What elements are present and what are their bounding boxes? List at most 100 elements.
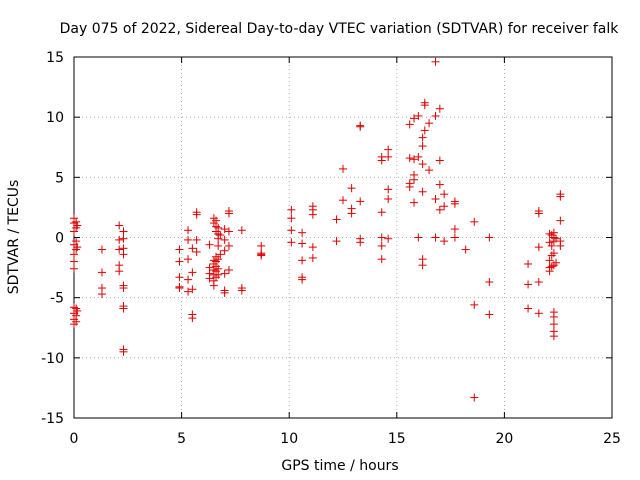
data-point	[209, 281, 218, 290]
data-point	[524, 280, 533, 289]
data-point	[485, 233, 494, 242]
data-point	[384, 194, 393, 203]
data-point	[73, 306, 82, 315]
data-point	[524, 304, 533, 313]
data-point	[534, 209, 543, 218]
data-point	[440, 190, 449, 199]
data-point	[119, 227, 128, 236]
data-point	[220, 269, 229, 278]
data-point	[545, 267, 554, 276]
data-point	[214, 234, 223, 243]
data-point	[470, 300, 479, 309]
data-point	[287, 205, 296, 214]
data-point	[70, 227, 78, 236]
data-point	[356, 122, 365, 131]
data-points	[70, 57, 565, 402]
data-point	[450, 233, 459, 242]
data-point	[119, 250, 128, 259]
data-point	[410, 175, 419, 184]
data-point	[214, 270, 223, 279]
data-point	[545, 238, 554, 247]
data-point	[377, 233, 386, 242]
data-point	[440, 202, 449, 211]
data-point	[435, 205, 444, 214]
data-point	[192, 247, 201, 256]
data-point	[405, 120, 414, 129]
y-tick-label: 10	[46, 110, 64, 126]
data-point	[70, 250, 78, 259]
data-point	[308, 253, 317, 262]
data-point	[425, 166, 434, 175]
x-tick-label: 20	[495, 431, 513, 447]
data-point	[192, 235, 201, 244]
x-tick-label: 0	[70, 431, 79, 447]
data-point	[414, 152, 423, 161]
data-point	[556, 241, 565, 250]
y-tick-label: -5	[50, 291, 64, 307]
data-point	[214, 255, 223, 264]
data-point	[220, 225, 229, 234]
data-point	[547, 241, 556, 250]
data-point	[556, 216, 565, 225]
data-point	[298, 239, 307, 248]
axis-ticks: 0 5 10 15 20 25 -15 -10 -5 0 5 10 15	[41, 50, 621, 447]
data-point	[97, 245, 106, 254]
data-point	[450, 225, 459, 234]
data-point	[347, 184, 356, 193]
data-point	[257, 241, 266, 250]
data-point	[237, 286, 246, 295]
data-point	[377, 156, 386, 165]
data-point	[70, 257, 78, 266]
data-point	[184, 275, 193, 284]
data-point	[461, 245, 470, 254]
data-point	[435, 156, 444, 165]
y-axis-label: SDTVAR / TECUs	[6, 180, 22, 295]
data-point	[175, 245, 184, 254]
data-point	[547, 262, 556, 271]
data-point	[216, 231, 225, 240]
y-tick-label: 5	[55, 170, 64, 186]
data-point	[420, 101, 429, 110]
data-point	[435, 180, 444, 189]
data-point	[257, 251, 266, 260]
x-tick-label: 5	[177, 431, 186, 447]
data-point	[377, 208, 386, 217]
data-point	[418, 160, 427, 169]
data-point	[470, 393, 479, 402]
data-point	[192, 210, 201, 219]
data-point	[545, 256, 554, 265]
data-point	[70, 264, 78, 273]
data-point	[356, 238, 365, 247]
y-tick-label: 15	[46, 50, 64, 66]
data-point	[220, 246, 229, 255]
data-point	[216, 250, 225, 259]
data-point	[552, 234, 561, 243]
data-point	[237, 226, 246, 235]
data-point	[431, 233, 440, 242]
data-point	[418, 187, 427, 196]
data-point	[556, 192, 565, 201]
data-point	[184, 235, 193, 244]
data-point	[115, 245, 124, 254]
data-point	[470, 217, 479, 226]
data-point	[549, 320, 558, 329]
data-point	[287, 238, 296, 247]
grid-lines	[74, 57, 612, 418]
data-point	[298, 256, 307, 265]
data-point	[431, 111, 440, 120]
data-point	[410, 155, 419, 164]
data-point	[377, 241, 386, 250]
y-tick-label: -15	[41, 411, 64, 427]
data-point	[332, 215, 341, 224]
data-point	[287, 226, 296, 235]
y-tick-label: -10	[41, 351, 64, 367]
data-point	[440, 237, 449, 246]
data-point	[418, 142, 427, 151]
x-tick-label: 25	[603, 431, 621, 447]
data-point	[188, 244, 197, 253]
data-point	[384, 145, 393, 154]
data-point	[425, 119, 434, 128]
data-point	[405, 182, 414, 191]
data-point	[549, 332, 558, 341]
